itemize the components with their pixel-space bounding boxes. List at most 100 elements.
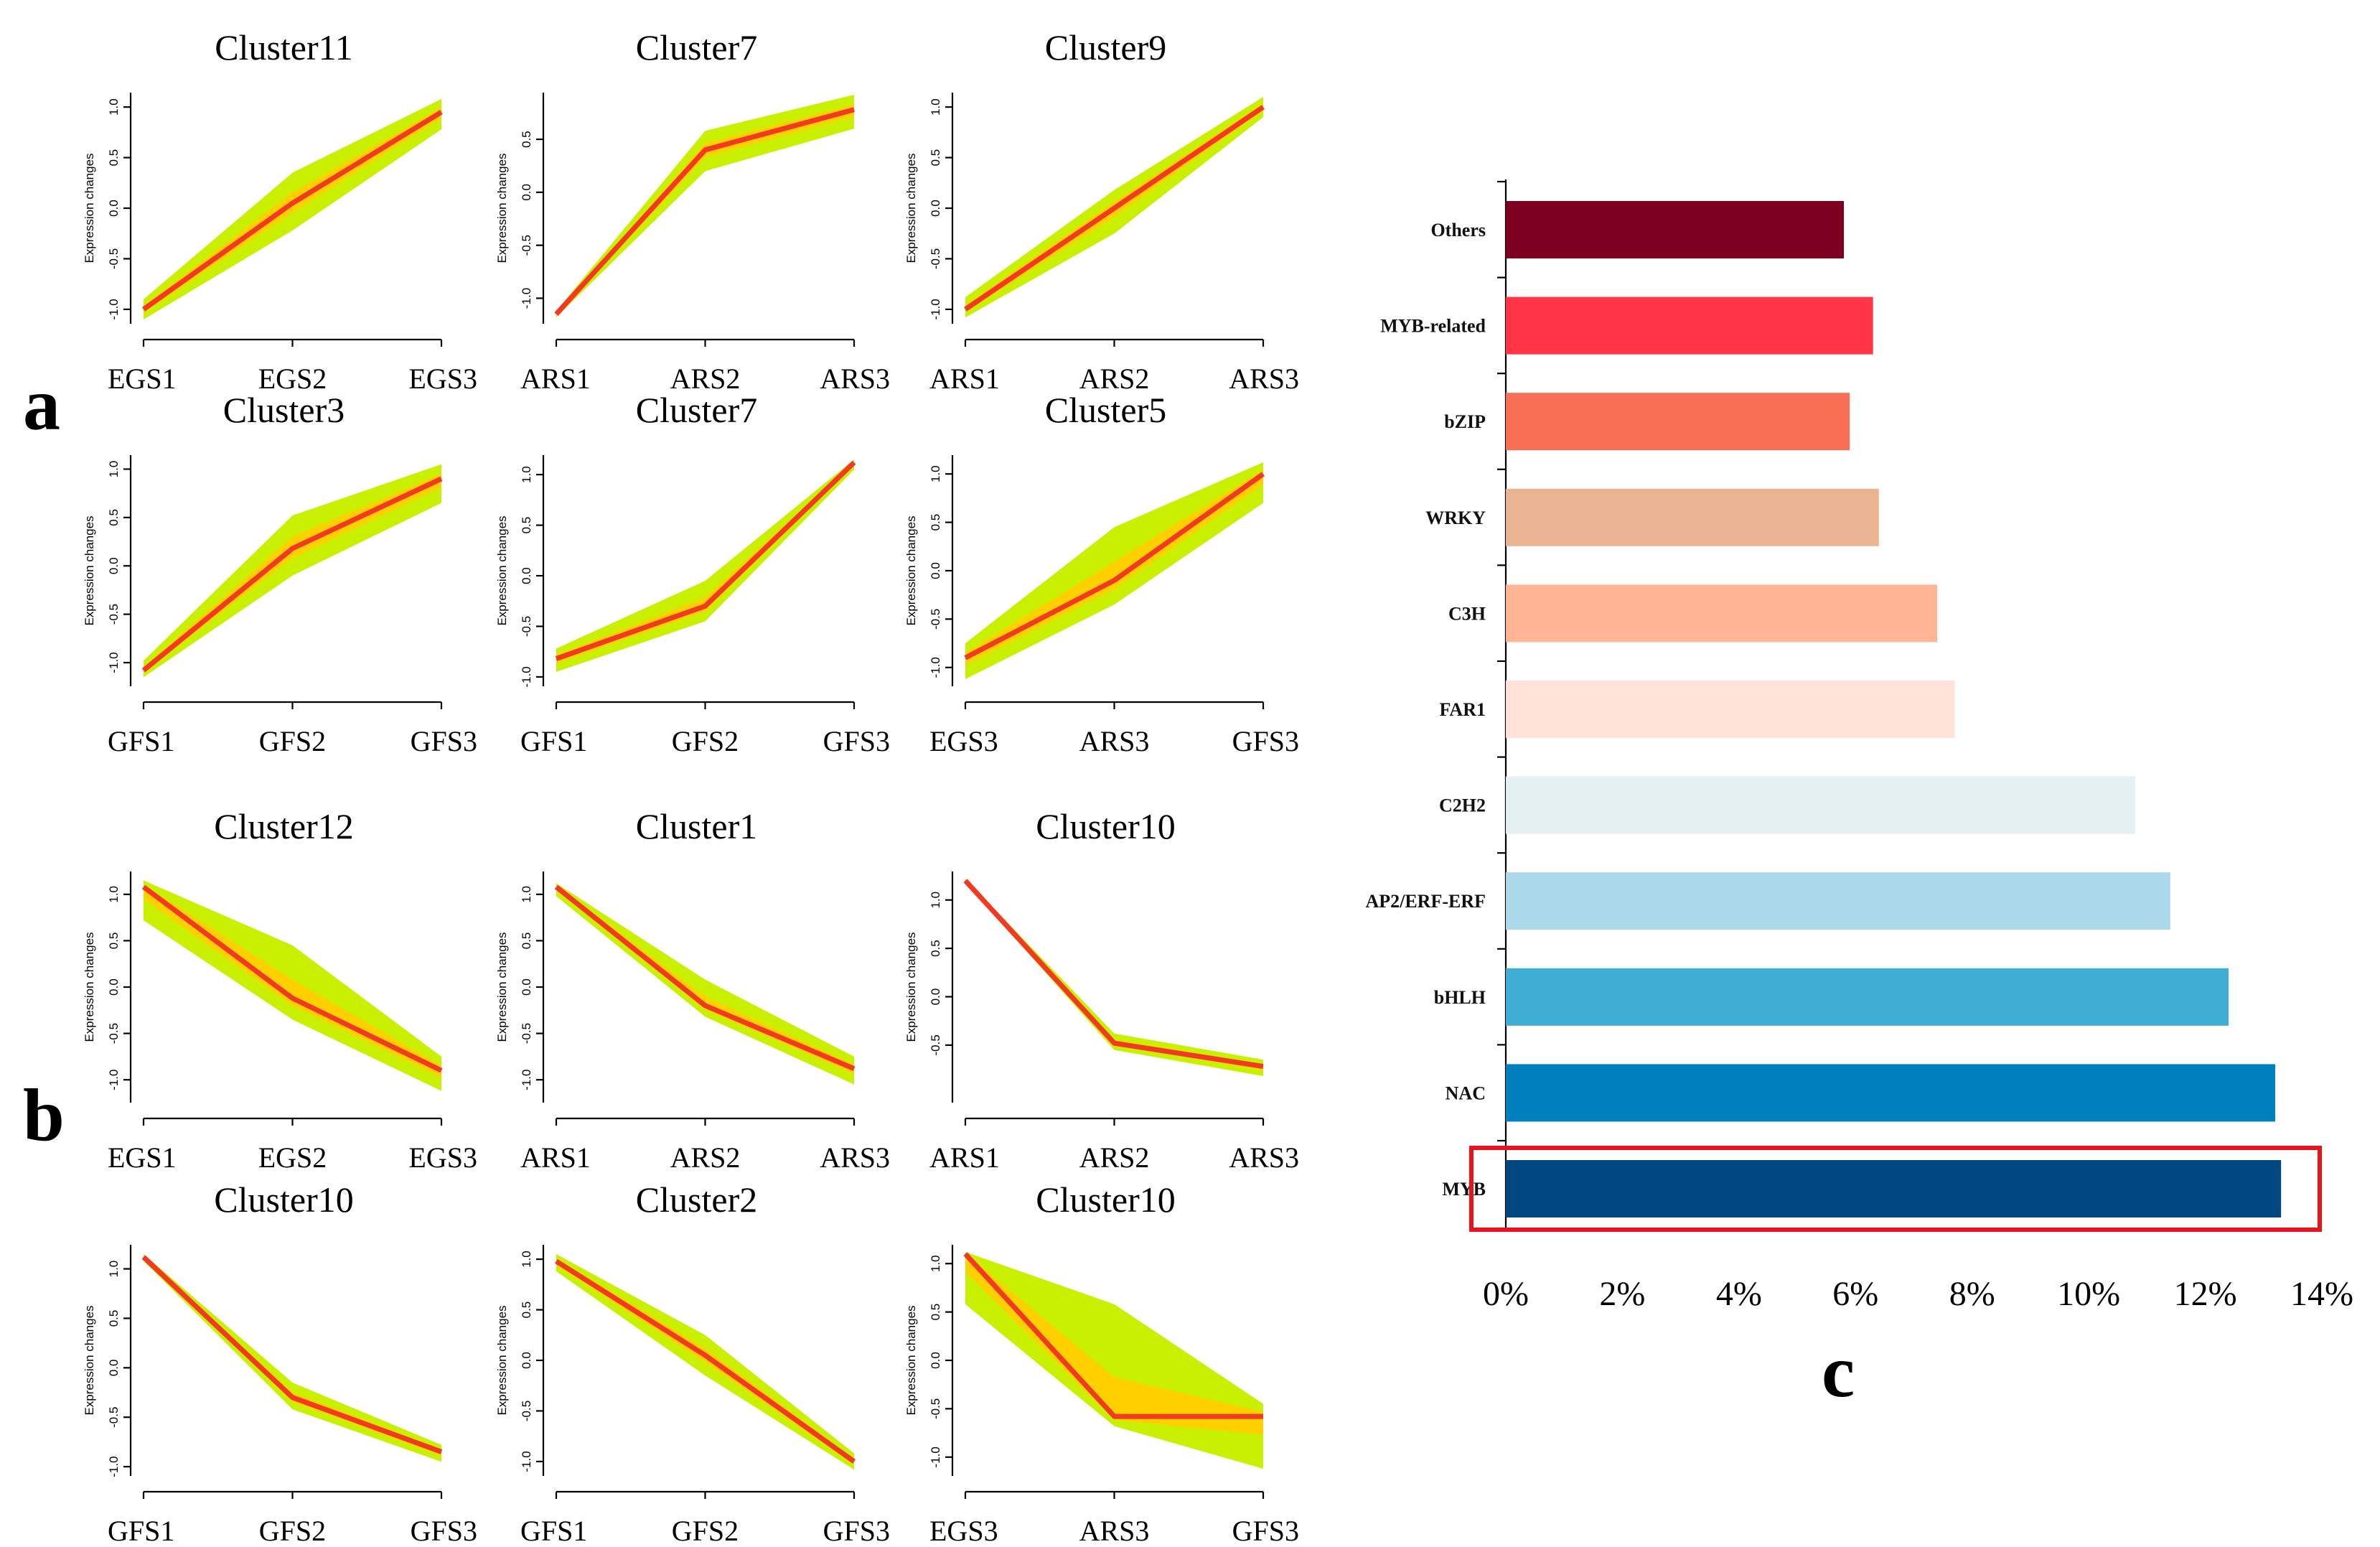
x-tick-label: GFS1 bbox=[520, 1515, 587, 1547]
mean-expression-line bbox=[141, 884, 443, 1073]
x-tick-label: ARS3 bbox=[820, 363, 890, 395]
x-tick-label: EGS2 bbox=[258, 363, 327, 395]
bar-far1 bbox=[1506, 681, 1955, 738]
bar-x-tick-label: 14% bbox=[2290, 1275, 2353, 1313]
bar-c2h2 bbox=[1506, 776, 2136, 834]
y-axis-label: Expression changes bbox=[83, 153, 96, 263]
y-tick-label: 1.0 bbox=[520, 466, 533, 483]
y-tick-label: 0.5 bbox=[929, 940, 942, 957]
x-tick-label: GFS3 bbox=[1232, 725, 1299, 757]
cluster-panel-9: Cluster10 -0.5 0.0 0.5 1.0 Expression changes… bbox=[904, 806, 1299, 1174]
y-tick-label: 0.5 bbox=[929, 149, 942, 167]
x-tick-label: EGS3 bbox=[408, 363, 477, 395]
y-tick-label: -0.5 bbox=[929, 1398, 942, 1419]
cluster-title: Cluster10 bbox=[214, 1179, 353, 1220]
tf-family-bar-chart: Others MYB-related bZIP WRKY C3H FAR1 C2H2 AP2/… bbox=[1365, 179, 2353, 1313]
bar-category-label: C3H bbox=[1448, 603, 1486, 624]
y-tick-label: 1.0 bbox=[107, 98, 121, 116]
cluster-panel-8: Cluster1 -1.0 -0.5 0.0 0.5 1.0 Expression chan… bbox=[495, 806, 890, 1174]
y-tick-label: 0.0 bbox=[520, 184, 533, 201]
y-tick-label: -1.0 bbox=[107, 1456, 121, 1477]
y-tick-label: 0.0 bbox=[107, 200, 121, 217]
y-tick-label: -0.5 bbox=[107, 248, 121, 269]
bar-bhlh bbox=[1506, 968, 2229, 1026]
x-tick-label: GFS2 bbox=[672, 725, 739, 757]
bar-bzip bbox=[1506, 393, 1850, 451]
y-tick-label: 0.0 bbox=[929, 200, 942, 217]
cluster-panel-1: Cluster11 -1.0 -0.5 0.0 0.5 1.0 Expression cha… bbox=[83, 27, 477, 395]
mean-expression-line bbox=[554, 884, 856, 1071]
y-tick-label: 0.0 bbox=[520, 978, 533, 996]
mean-expression-line bbox=[141, 476, 443, 673]
y-tick-label: -0.5 bbox=[520, 1401, 533, 1421]
y-tick-label: 0.5 bbox=[107, 933, 121, 950]
y-tick-label: -0.5 bbox=[520, 235, 533, 256]
mean-expression-line bbox=[963, 1252, 1263, 1419]
cluster-panel-10: Cluster10 -1.0 -0.5 0.0 0.5 1.0 Expression cha… bbox=[83, 1179, 477, 1547]
expression-band bbox=[965, 1252, 1263, 1469]
y-tick-label: -0.5 bbox=[107, 604, 121, 625]
x-tick-label: GFS1 bbox=[108, 1515, 174, 1547]
bar-x-tick-label: 10% bbox=[2057, 1275, 2120, 1313]
x-tick-label: ARS1 bbox=[929, 363, 1000, 395]
y-axis-label: Expression changes bbox=[83, 515, 96, 625]
bar-c3h bbox=[1506, 584, 1937, 642]
cluster-title: Cluster9 bbox=[1045, 27, 1166, 67]
x-tick-label: EGS1 bbox=[108, 363, 177, 395]
y-tick-label: 1.0 bbox=[107, 1261, 121, 1278]
x-tick-label: GFS1 bbox=[520, 725, 587, 757]
y-axis-label: Expression changes bbox=[83, 1305, 96, 1415]
x-tick-label: GFS3 bbox=[823, 725, 890, 757]
y-tick-label: 1.0 bbox=[929, 98, 942, 116]
x-tick-label: ARS1 bbox=[520, 363, 591, 395]
y-tick-label: 0.0 bbox=[107, 1360, 121, 1377]
x-tick-label: EGS3 bbox=[929, 1515, 998, 1547]
bar-category-label: C2H2 bbox=[1439, 795, 1486, 816]
x-tick-label: ARS3 bbox=[1079, 1515, 1150, 1547]
y-axis-label: Expression changes bbox=[904, 1305, 918, 1415]
x-tick-label: ARS2 bbox=[670, 1141, 741, 1174]
bar-category-label: WRKY bbox=[1425, 508, 1486, 528]
cluster-panel-5: Cluster7 -1.0 -0.5 0.0 0.5 1.0 Expression chan… bbox=[495, 390, 890, 757]
x-tick-label: EGS3 bbox=[929, 725, 998, 757]
cluster-panel-11: Cluster2 -1.0 -0.5 0.0 0.5 1.0 Expression chan… bbox=[495, 1179, 890, 1547]
y-tick-label: 1.0 bbox=[929, 1255, 942, 1272]
cluster-title: Cluster10 bbox=[1036, 1179, 1175, 1220]
y-tick-label: 0.0 bbox=[929, 1352, 942, 1369]
y-tick-label: 0.0 bbox=[929, 562, 942, 579]
x-tick-label: GFS2 bbox=[259, 725, 326, 757]
cluster-title: Cluster3 bbox=[223, 390, 345, 430]
x-tick-label: ARS2 bbox=[1079, 363, 1150, 395]
y-tick-label: 0.5 bbox=[520, 131, 533, 148]
bar-others bbox=[1506, 201, 1845, 258]
y-axis-label: Expression changes bbox=[495, 1305, 509, 1415]
y-tick-label: -0.5 bbox=[520, 616, 533, 637]
cluster-panel-7: Cluster12 -1.0 -0.5 0.0 0.5 1.0 Expression cha… bbox=[83, 806, 477, 1174]
y-tick-label: -1.0 bbox=[929, 1446, 942, 1467]
x-tick-label: GFS2 bbox=[672, 1515, 739, 1547]
bar-category-label: bHLH bbox=[1434, 987, 1486, 1008]
mean-expression-line bbox=[963, 879, 1264, 1069]
x-tick-label: ARS2 bbox=[670, 363, 741, 395]
cluster-title: Cluster10 bbox=[1036, 806, 1175, 846]
bar-x-tick-label: 12% bbox=[2174, 1275, 2237, 1313]
bar-x-tick-label: 8% bbox=[1949, 1275, 1995, 1313]
mean-expression-line bbox=[555, 1258, 856, 1464]
bar-category-label: bZIP bbox=[1444, 411, 1486, 432]
expression-band bbox=[965, 879, 1263, 1076]
y-tick-label: -1.0 bbox=[107, 299, 121, 319]
bar-category-label: NAC bbox=[1446, 1083, 1486, 1103]
y-tick-label: 0.5 bbox=[520, 933, 533, 950]
y-tick-label: 1.0 bbox=[520, 1251, 533, 1268]
y-tick-label: 1.0 bbox=[929, 892, 942, 909]
mean-expression-line bbox=[964, 472, 1265, 660]
y-tick-label: -1.0 bbox=[929, 299, 942, 319]
expression-core-band bbox=[556, 104, 854, 316]
x-tick-label: ARS3 bbox=[1229, 1141, 1299, 1174]
bar-myb bbox=[1506, 1160, 2282, 1217]
cluster-panel-3: Cluster9 -1.0 -0.5 0.0 0.5 1.0 Expression chan… bbox=[904, 27, 1299, 395]
cluster-title: Cluster7 bbox=[636, 27, 757, 67]
y-tick-label: 0.0 bbox=[520, 1352, 533, 1369]
bar-x-tick-label: 0% bbox=[1483, 1275, 1529, 1313]
highlight-box bbox=[1469, 1146, 2322, 1232]
